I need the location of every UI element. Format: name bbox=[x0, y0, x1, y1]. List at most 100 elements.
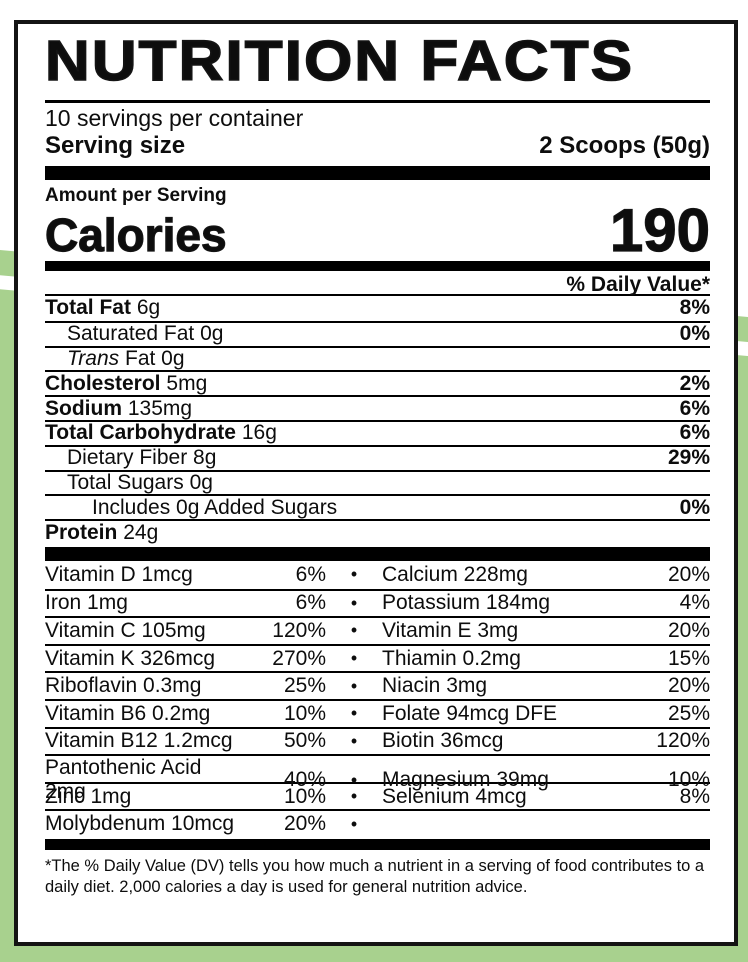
nutrient-row-sodium: Sodium 135mg 6% bbox=[45, 395, 710, 420]
vitamin-name: Molybdenum 10mcg bbox=[45, 812, 235, 836]
nutrient-name-bold: Total Carbohydrate bbox=[45, 421, 236, 445]
daily-value-header: % Daily Value* bbox=[45, 271, 710, 296]
vitamin-dv: 25% bbox=[667, 701, 710, 725]
divider-bar-serving bbox=[45, 166, 710, 180]
vitamin-name: Folate 94mcg DFE bbox=[382, 701, 558, 725]
vitamin-dv: 20% bbox=[283, 812, 326, 836]
nutrient-row-saturated-fat: Saturated Fat 0g 0% bbox=[45, 320, 710, 346]
nutrient-name: Dietary Fiber 8g bbox=[67, 446, 217, 470]
nutrient-name-bold: Total Fat bbox=[45, 296, 131, 320]
nutrient-name-italic: Trans bbox=[67, 347, 120, 370]
vitamin-name: Calcium 228mg bbox=[382, 562, 528, 586]
nutrient-row-cholesterol: Cholesterol 5mg 2% bbox=[45, 370, 710, 395]
nutrient-row-added-sugars: Includes 0g Added Sugars 0% bbox=[45, 494, 710, 519]
nutrient-table: Total Fat 6g 8% Saturated Fat 0g 0% Trans… bbox=[45, 296, 710, 544]
nutrient-name: Sodium 135mg bbox=[45, 397, 192, 421]
bullet-separator: • bbox=[350, 786, 358, 807]
vitamin-dv: 120% bbox=[272, 618, 326, 642]
vitamin-name: Vitamin D 1mcg bbox=[45, 562, 193, 586]
vitamin-dv: 20% bbox=[667, 618, 710, 642]
vitamin-row-iron: Iron 1mg 6% • Potassium 184mg 4% bbox=[45, 588, 710, 617]
nutrient-row-trans-fat: Trans Fat 0g bbox=[45, 345, 710, 371]
nutrient-row-dietary-fiber: Dietary Fiber 8g 29% bbox=[45, 444, 710, 470]
bullet-separator: • bbox=[350, 769, 358, 790]
nutrient-amount: 16g bbox=[241, 421, 277, 445]
nutrient-name-bold: Sodium bbox=[45, 396, 122, 420]
vitamin-dv: 20% bbox=[667, 562, 710, 586]
vitamin-dv: 10% bbox=[667, 768, 710, 792]
vitamin-table: Vitamin D 1mcg 6% • Calcium 228mg 20% Ir… bbox=[45, 561, 710, 837]
vitamin-name: Iron 1mg bbox=[45, 591, 128, 615]
nutrient-row-protein: Protein 24g bbox=[45, 519, 710, 544]
bullet-separator: • bbox=[350, 620, 358, 641]
servings-per-container: 10 servings per container bbox=[45, 105, 304, 131]
calories-row: Calories 190 bbox=[44, 197, 710, 264]
vitamin-name: Biotin 36mcg bbox=[382, 729, 504, 753]
vitamin-dv: 40% bbox=[283, 768, 326, 792]
vitamin-dv: 10% bbox=[283, 784, 326, 808]
divider-bar-vitamins bbox=[45, 546, 710, 561]
vitamin-name: Riboflavin 0.3mg bbox=[45, 674, 202, 698]
nutrient-name-bold: Protein bbox=[45, 520, 118, 544]
nutrient-name: Total Sugars 0g bbox=[67, 470, 213, 494]
vitamin-name: Vitamin B6 0.2mg bbox=[45, 701, 211, 725]
nutrient-dv: 0% bbox=[679, 495, 710, 519]
vitamin-dv: 6% bbox=[295, 591, 326, 615]
divider-bar-footnote bbox=[45, 838, 710, 850]
vitamin-dv: 120% bbox=[656, 729, 710, 753]
nutrient-dv: 8% bbox=[679, 296, 710, 320]
nutrient-row-total-fat: Total Fat 6g 8% bbox=[45, 296, 710, 321]
vitamin-name: Zinc 1mg bbox=[45, 784, 132, 808]
vitamin-name: Niacin 3mg bbox=[382, 674, 488, 698]
vitamin-dv: 50% bbox=[283, 729, 326, 753]
bullet-separator: • bbox=[350, 813, 358, 834]
serving-size-row: Serving size 2 Scoops (50g) bbox=[45, 131, 710, 161]
nutrient-name: Saturated Fat 0g bbox=[67, 322, 224, 346]
calories-label: Calories bbox=[44, 209, 227, 261]
divider-bar-calories bbox=[45, 261, 710, 271]
vitamin-dv: 6% bbox=[295, 562, 326, 586]
serving-size-label: Serving size bbox=[45, 132, 186, 159]
calories-value: 190 bbox=[609, 197, 710, 264]
bullet-separator: • bbox=[350, 564, 358, 585]
vitamin-row-vitamin-d: Vitamin D 1mcg 6% • Calcium 228mg 20% bbox=[45, 561, 710, 589]
vitamin-row-riboflavin: Riboflavin 0.3mg 25% • Niacin 3mg 20% bbox=[45, 671, 710, 699]
nutrient-name: Cholesterol 5mg bbox=[45, 372, 207, 396]
nutrient-dv: 0% bbox=[679, 322, 710, 346]
vitamin-row-vitamin-b12: Vitamin B12 1.2mcg 50% • Biotin 36mcg 12… bbox=[45, 726, 710, 755]
vitamin-name: Vitamin E 3mg bbox=[382, 618, 519, 642]
nutrient-amount: Fat 0g bbox=[125, 347, 185, 370]
vitamin-row-vitamin-b6: Vitamin B6 0.2mg 10% • Folate 94mcg DFE … bbox=[45, 698, 710, 727]
bullet-separator: • bbox=[350, 730, 358, 751]
bullet-separator: • bbox=[350, 703, 358, 724]
nutrient-name: Protein 24g bbox=[45, 521, 158, 545]
nutrient-name-bold: Cholesterol bbox=[45, 371, 161, 395]
bullet-separator: • bbox=[350, 675, 358, 696]
nutrient-amount: 24g bbox=[123, 520, 159, 544]
nutrient-name: Trans Fat 0g bbox=[45, 347, 185, 371]
nutrient-amount: 6g bbox=[136, 296, 161, 320]
nutrient-name: Total Fat 6g bbox=[45, 296, 160, 320]
vitamin-name: Vitamin B12 1.2mcg bbox=[45, 729, 233, 753]
vitamin-name: Vitamin K 326mcg bbox=[45, 646, 216, 670]
daily-value-footnote: *The % Daily Value (DV) tells you how mu… bbox=[45, 856, 705, 896]
nutrition-facts-panel: NUTRITION FACTS 10 servings per containe… bbox=[14, 20, 738, 946]
nutrient-dv: 6% bbox=[679, 396, 710, 420]
bullet-separator: • bbox=[350, 648, 358, 669]
vitamin-row-vitamin-c: Vitamin C 105mg 120% • Vitamin E 3mg 20% bbox=[45, 616, 710, 644]
amount-per-serving: Amount per Serving bbox=[45, 185, 227, 206]
vitamin-row-vitamin-k: Vitamin K 326mcg 270% • Thiamin 0.2mg 15… bbox=[45, 643, 710, 672]
nutrient-dv: 6% bbox=[679, 421, 710, 445]
vitamin-dv: 270% bbox=[272, 646, 326, 670]
vitamin-dv: 4% bbox=[679, 591, 710, 615]
nutrient-row-total-carbohydrate: Total Carbohydrate 16g 6% bbox=[45, 419, 710, 445]
nutrient-row-total-sugars: Total Sugars 0g bbox=[45, 469, 710, 495]
vitamin-dv: 25% bbox=[283, 674, 326, 698]
divider-title bbox=[45, 100, 710, 103]
vitamin-name: Magnesium 39mg bbox=[382, 768, 549, 792]
nutrient-amount: 5mg bbox=[166, 371, 208, 395]
vitamin-name: Potassium 184mg bbox=[382, 591, 551, 615]
nutrient-name: Includes 0g Added Sugars bbox=[92, 495, 338, 519]
vitamin-dv: 8% bbox=[679, 784, 710, 808]
vitamin-dv: 10% bbox=[283, 701, 326, 725]
